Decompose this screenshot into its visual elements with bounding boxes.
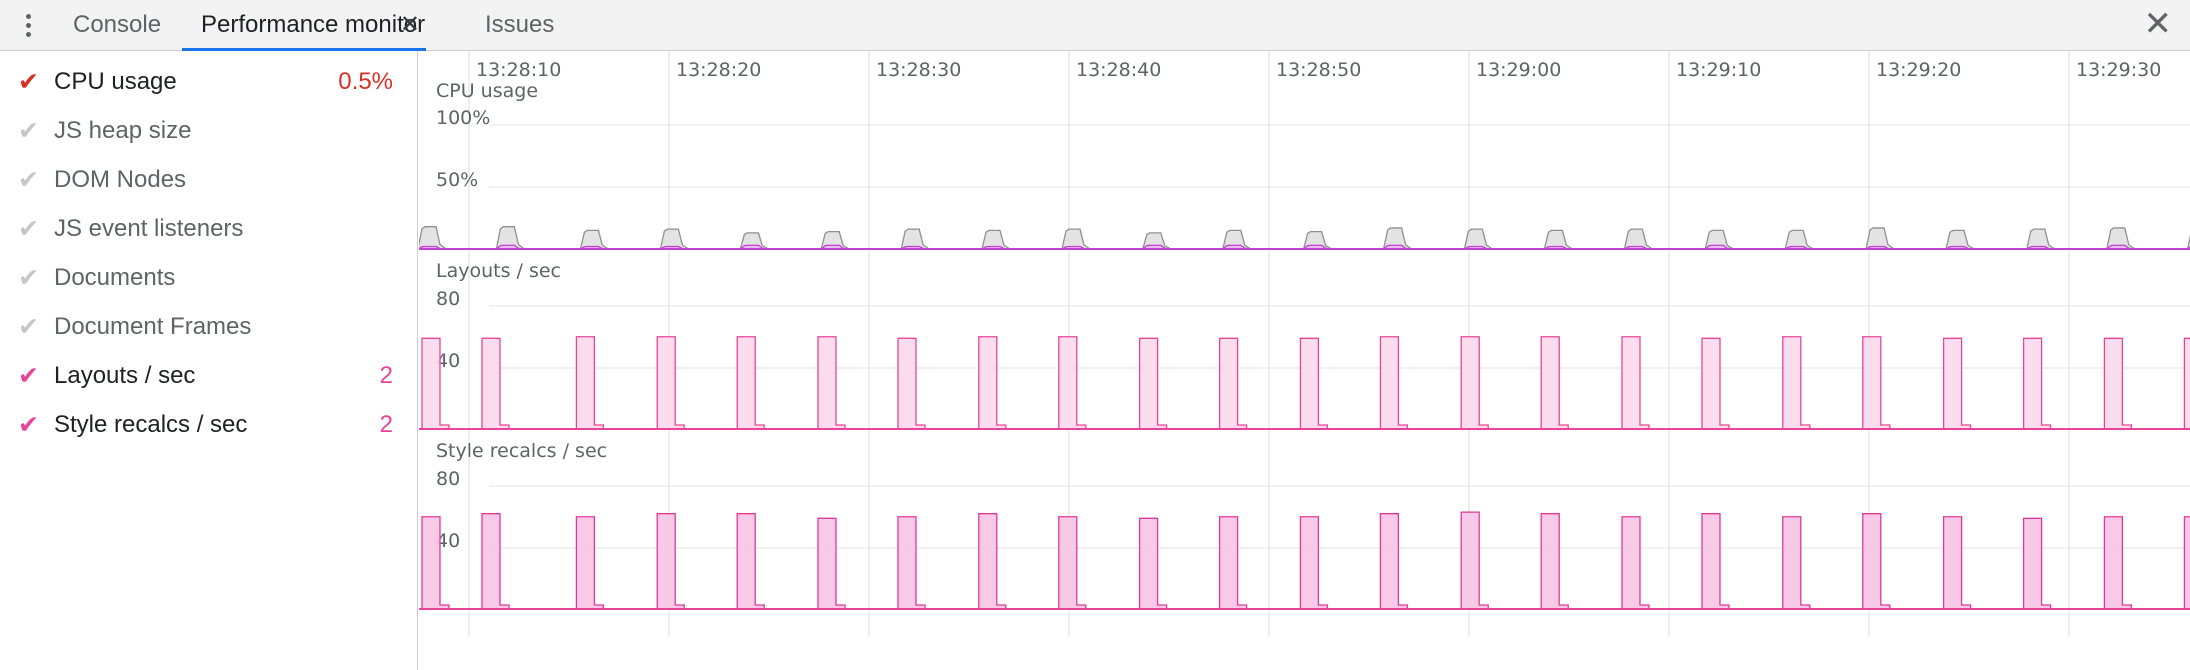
metric-document-frames[interactable]: ✔ Document Frames <box>0 306 417 355</box>
metric-label: CPU usage <box>54 68 177 95</box>
value-tick-label: 50% <box>436 169 478 191</box>
metric-dom-nodes[interactable]: ✔ DOM Nodes <box>0 159 417 208</box>
checkmark-icon: ✔ <box>18 166 39 194</box>
checkmark-icon: ✔ <box>18 68 39 96</box>
more-vert-icon[interactable] <box>20 11 36 41</box>
checkmark-icon: ✔ <box>18 215 39 243</box>
checkmark-icon: ✔ <box>18 362 39 390</box>
time-tick-label: 13:28:10 <box>476 59 561 81</box>
checkmark-icon: ✔ <box>18 411 39 439</box>
devtools-drawer-toolbar: Console Performance monitor ✕ Issues ✕ <box>0 0 2190 51</box>
metric-value: 0.5% <box>338 68 393 95</box>
metric-cpu-usage[interactable]: ✔ CPU usage 0.5% <box>0 61 417 110</box>
tab-issues[interactable]: Issues <box>485 11 555 38</box>
performance-charts-svg: 13:28:10 13:28:20 13:28:30 13:28:40 13:28:50… <box>415 51 2190 636</box>
metric-label: Documents <box>54 264 176 291</box>
time-tick-label: 13:29:30 <box>2076 59 2161 81</box>
chart-title: Layouts / sec <box>436 260 561 282</box>
metric-label: Style recalcs / sec <box>54 411 248 438</box>
value-tick-label: 40 <box>436 530 460 552</box>
series-area <box>419 511 2190 610</box>
chart-title: CPU usage <box>436 80 538 102</box>
metric-value: 2 <box>379 362 393 389</box>
metric-js-event-listeners[interactable]: ✔ JS event listeners <box>0 208 417 257</box>
value-tick-label: 40 <box>436 350 460 372</box>
close-tab-icon[interactable]: ✕ <box>399 11 420 38</box>
time-tick-label: 13:29:20 <box>1876 59 1961 81</box>
checkmark-icon: ✔ <box>18 117 39 145</box>
series-area <box>419 336 2190 430</box>
metric-label: Layouts / sec <box>54 362 196 389</box>
metric-label: Document Frames <box>54 313 252 340</box>
time-tick-label: 13:29:00 <box>1476 59 1561 81</box>
time-tick-label: 13:28:50 <box>1276 59 1361 81</box>
series-area <box>417 226 2190 250</box>
metric-label: JS heap size <box>54 117 192 144</box>
time-tick-label: 13:29:10 <box>1676 59 1761 81</box>
metric-label: JS event listeners <box>54 215 244 242</box>
value-tick-label: 100% <box>436 107 490 129</box>
metric-js-heap-size[interactable]: ✔ JS heap size <box>0 110 417 159</box>
metrics-sidebar: ✔ CPU usage 0.5% ✔ JS heap size ✔ DOM No… <box>0 51 418 670</box>
time-tick-label: 13:28:40 <box>1076 59 1161 81</box>
metric-value: 2 <box>379 411 393 438</box>
tab-performance-monitor[interactable]: Performance monitor ✕ <box>182 0 426 51</box>
metrics-charts: 13:28:10 13:28:20 13:28:30 13:28:40 13:28:50… <box>415 51 2190 670</box>
checkmark-icon: ✔ <box>18 264 39 292</box>
chart-title: Style recalcs / sec <box>436 440 607 462</box>
tab-console[interactable]: Console <box>73 11 162 38</box>
tab-performance-monitor-label: Performance monitor <box>201 11 426 38</box>
close-drawer-icon[interactable]: ✕ <box>2143 5 2173 43</box>
value-tick-label: 80 <box>436 288 460 310</box>
metric-documents[interactable]: ✔ Documents <box>0 257 417 306</box>
checkmark-icon: ✔ <box>18 313 39 341</box>
metric-label: DOM Nodes <box>54 166 187 193</box>
value-tick-label: 80 <box>436 468 460 490</box>
time-tick-label: 13:28:30 <box>876 59 961 81</box>
time-tick-label: 13:28:20 <box>676 59 761 81</box>
metric-layouts-per-sec[interactable]: ✔ Layouts / sec 2 <box>0 355 417 404</box>
metric-style-recalcs-per-sec[interactable]: ✔ Style recalcs / sec 2 <box>0 404 417 453</box>
